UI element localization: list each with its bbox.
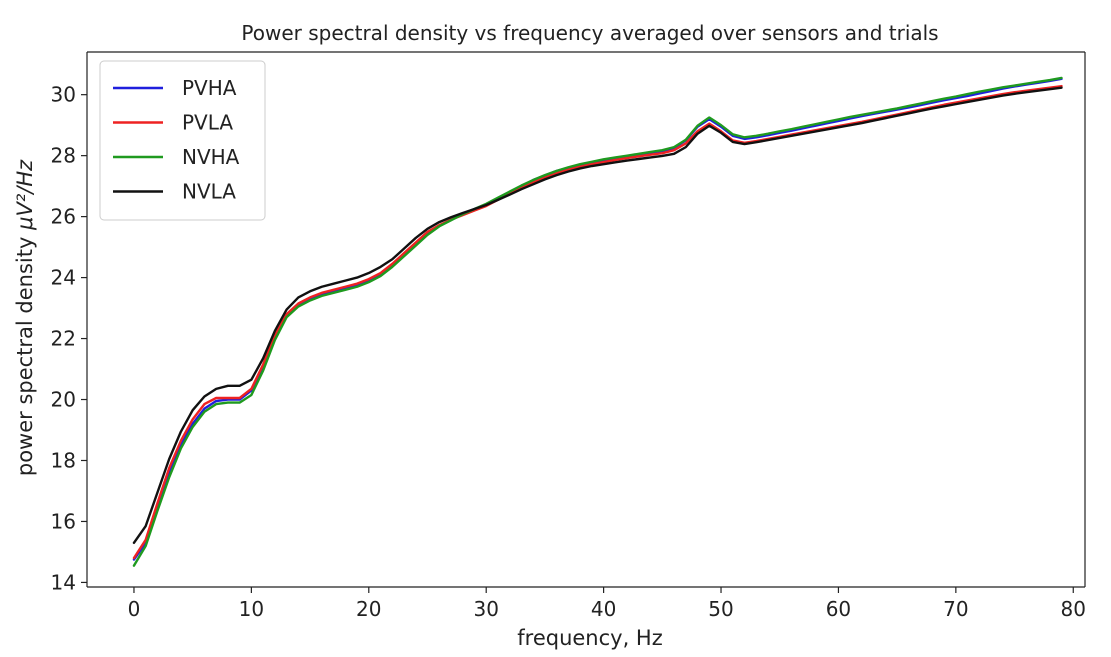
x-tick-label: 0 xyxy=(128,597,141,621)
x-axis-label: frequency, Hz xyxy=(517,626,663,650)
x-tick-label: 80 xyxy=(1061,597,1086,621)
y-axis-label-text: power spectral density xyxy=(13,230,37,476)
y-tick-label: 20 xyxy=(51,388,76,412)
x-tick-label: 30 xyxy=(473,597,498,621)
x-axis-ticks: 0 10 20 30 40 50 60 70 80 xyxy=(128,587,1086,621)
x-tick-label: 70 xyxy=(943,597,968,621)
series-line-nvla xyxy=(132,86,1063,544)
y-axis-label: power spectral density μV²/Hz xyxy=(13,159,37,476)
series-lines xyxy=(132,76,1063,567)
legend-label-nvha: NVHA xyxy=(182,145,240,169)
y-tick-label: 30 xyxy=(51,83,76,107)
y-tick-label: 14 xyxy=(51,570,76,594)
x-tick-label: 20 xyxy=(356,597,381,621)
legend: PVHA PVLA NVHA NVLA xyxy=(99,60,266,221)
x-tick-label: 40 xyxy=(591,597,616,621)
y-tick-label: 26 xyxy=(51,205,76,229)
y-tick-label: 16 xyxy=(51,509,76,533)
plot-frame xyxy=(86,51,1086,588)
series-line-pvla xyxy=(132,84,1063,560)
y-tick-label: 28 xyxy=(51,144,76,168)
y-axis-ticks: 14 16 18 20 22 24 26 28 30 xyxy=(51,83,87,594)
legend-label-pvha: PVHA xyxy=(182,76,237,100)
y-tick-label: 24 xyxy=(51,266,76,290)
chart-title: Power spectral density vs frequency aver… xyxy=(241,21,938,45)
x-tick-label: 60 xyxy=(826,597,851,621)
x-tick-label: 10 xyxy=(239,597,264,621)
y-tick-label: 18 xyxy=(51,448,76,472)
series-line-pvha xyxy=(132,77,1063,561)
legend-label-nvla: NVLA xyxy=(182,180,236,204)
legend-label-pvla: PVLA xyxy=(182,111,233,135)
y-axis-label-unit: μV²/Hz xyxy=(13,159,37,231)
legend-box xyxy=(99,60,266,221)
x-tick-label: 50 xyxy=(708,597,733,621)
series-line-nvha xyxy=(132,76,1063,567)
y-tick-label: 22 xyxy=(51,327,76,351)
